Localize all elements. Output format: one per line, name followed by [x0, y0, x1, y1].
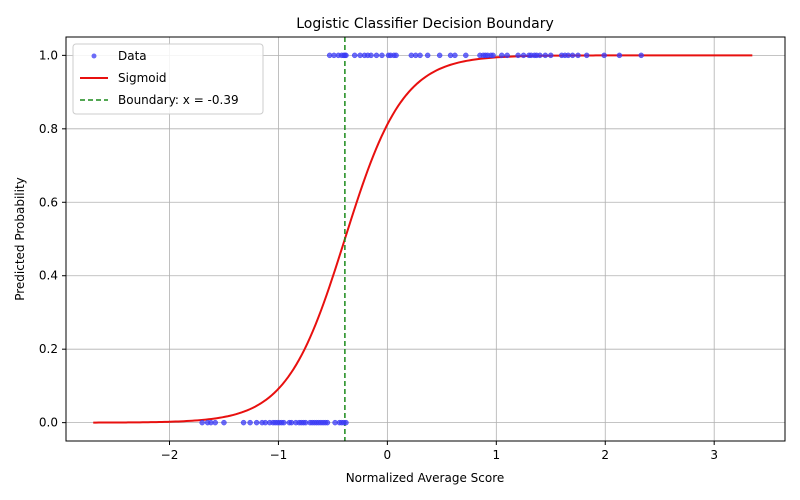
- data-point: [452, 52, 458, 59]
- y-tick-label: 0.2: [39, 342, 58, 356]
- x-tick-label: 0: [384, 448, 392, 462]
- data-point: [417, 52, 423, 59]
- y-tick-label: 0.8: [39, 122, 58, 136]
- data-point: [424, 52, 431, 59]
- data-point: [247, 419, 253, 426]
- legend-label-sigmoid: Sigmoid: [118, 71, 167, 85]
- data-point: [537, 52, 543, 59]
- legend-label-boundary: Boundary: x = -0.39: [118, 93, 239, 107]
- x-axis-label: Normalized Average Score: [346, 471, 505, 485]
- data-point: [601, 52, 607, 59]
- data-point: [343, 419, 349, 426]
- data-point: [616, 52, 623, 59]
- data-point: [373, 52, 380, 59]
- data-point: [548, 52, 554, 59]
- legend-label-data: Data: [118, 49, 147, 63]
- y-tick-label: 0.4: [39, 269, 58, 283]
- data-point: [253, 419, 260, 426]
- data-point: [520, 52, 527, 59]
- y-tick-label: 0.0: [39, 416, 58, 430]
- legend: Data Sigmoid Boundary: x = -0.39: [72, 43, 264, 115]
- data-point: [569, 52, 576, 59]
- data-point: [436, 52, 443, 59]
- data-point: [583, 52, 590, 59]
- data-point: [638, 52, 644, 59]
- x-tick-label: −1: [270, 448, 288, 462]
- data-point: [463, 52, 469, 59]
- y-axis-label: Predicted Probability: [13, 177, 27, 301]
- data-point: [221, 419, 227, 426]
- x-tick-label: 2: [601, 448, 609, 462]
- data-point: [575, 52, 581, 59]
- tick-layer: −2 −1 0 1 2 3 0.0 0.2 0.4 0.6 0.8 1.0: [39, 48, 718, 462]
- data-point: [393, 52, 399, 59]
- legend-data-marker: [91, 53, 97, 59]
- data-point: [343, 52, 349, 59]
- data-point: [379, 52, 385, 59]
- data-point: [515, 52, 521, 59]
- data-point: [542, 52, 549, 59]
- legend-box: [72, 43, 264, 115]
- data-point: [368, 52, 374, 59]
- chart-title: Logistic Classifier Decision Boundary: [296, 16, 554, 32]
- data-point: [281, 419, 287, 426]
- data-point: [490, 52, 496, 59]
- data-point: [240, 419, 247, 426]
- data-point: [351, 52, 358, 59]
- x-tick-label: 3: [710, 448, 718, 462]
- y-tick-label: 0.6: [39, 195, 58, 209]
- data-point: [199, 419, 205, 426]
- y-tick-label: 1.0: [39, 48, 58, 62]
- data-point: [504, 52, 510, 59]
- plot-frame: [65, 36, 786, 442]
- data-point: [324, 419, 331, 426]
- x-tick-label: 1: [492, 448, 500, 462]
- data-point: [212, 419, 218, 426]
- data-layer: [93, 37, 753, 441]
- data-point: [499, 52, 505, 59]
- x-tick-label: −2: [161, 448, 179, 462]
